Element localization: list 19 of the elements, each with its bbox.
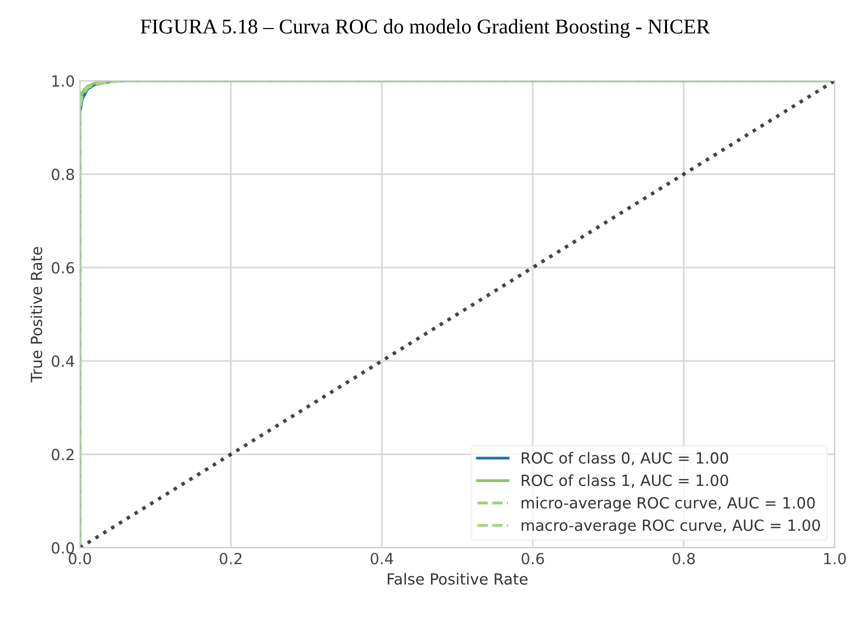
x-tick-label: 0.6 xyxy=(522,552,544,564)
x-tick-label: 0.0 xyxy=(68,552,92,564)
y-tick-label: 0.4 xyxy=(52,355,74,367)
y-tick-label: 0.2 xyxy=(52,448,74,460)
legend-label: micro-average ROC curve, AUC = 1.00 xyxy=(522,496,815,512)
legend-label: ROC of class 0, AUC = 1.00 xyxy=(522,452,728,466)
y-axis-title: True Positive Rate xyxy=(30,247,42,382)
legend-label: macro-average ROC curve, AUC = 1.00 xyxy=(522,519,820,534)
y-tick-label: 1.0 xyxy=(52,75,74,87)
x-axis-title: False Positive Rate xyxy=(388,572,528,585)
y-tick-label: 0.6 xyxy=(52,262,74,274)
legend-label: ROC of class 1, AUC = 1.00 xyxy=(522,474,728,488)
x-tick-label: 0.4 xyxy=(370,552,394,564)
x-tick-label: 0.8 xyxy=(672,552,695,564)
chart-title: FIGURA 5.18 – Curva ROC do modelo Gradient Boosting - NICER xyxy=(140,18,710,38)
x-tick-label: 0.2 xyxy=(220,552,242,564)
y-tick-label: 0.8 xyxy=(52,168,74,180)
y-tick-label: 0.0 xyxy=(52,542,74,554)
x-tick-label: 1.0 xyxy=(824,552,846,564)
